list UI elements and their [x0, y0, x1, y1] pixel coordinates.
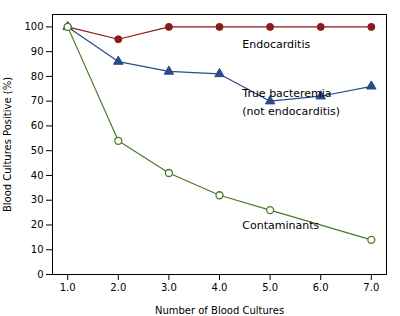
svg-text:90: 90 — [31, 46, 44, 57]
svg-text:(not endocarditis): (not endocarditis) — [242, 105, 340, 118]
svg-text:Blood Cultures Positive (%): Blood Cultures Positive (%) — [2, 77, 13, 212]
svg-text:4.0: 4.0 — [212, 282, 228, 293]
svg-text:30: 30 — [31, 194, 44, 205]
svg-text:2.0: 2.0 — [110, 282, 126, 293]
svg-text:1.0: 1.0 — [60, 282, 76, 293]
svg-text:50: 50 — [31, 145, 44, 156]
svg-text:40: 40 — [31, 170, 44, 181]
svg-text:80: 80 — [31, 71, 44, 82]
svg-text:Endocarditis: Endocarditis — [242, 38, 310, 51]
svg-text:7.0: 7.0 — [363, 282, 379, 293]
svg-text:6.0: 6.0 — [313, 282, 329, 293]
svg-text:True bacteremia: True bacteremia — [241, 87, 331, 100]
svg-text:3.0: 3.0 — [161, 282, 177, 293]
svg-text:5.0: 5.0 — [262, 282, 278, 293]
svg-text:60: 60 — [31, 120, 44, 131]
svg-text:70: 70 — [31, 95, 44, 106]
svg-text:0: 0 — [37, 269, 43, 280]
svg-text:20: 20 — [31, 219, 44, 230]
svg-text:10: 10 — [31, 244, 44, 255]
svg-text:100: 100 — [24, 21, 43, 32]
svg-text:Contaminants: Contaminants — [242, 218, 319, 231]
svg-text:Number of Blood Cultures: Number of Blood Cultures — [155, 305, 284, 316]
